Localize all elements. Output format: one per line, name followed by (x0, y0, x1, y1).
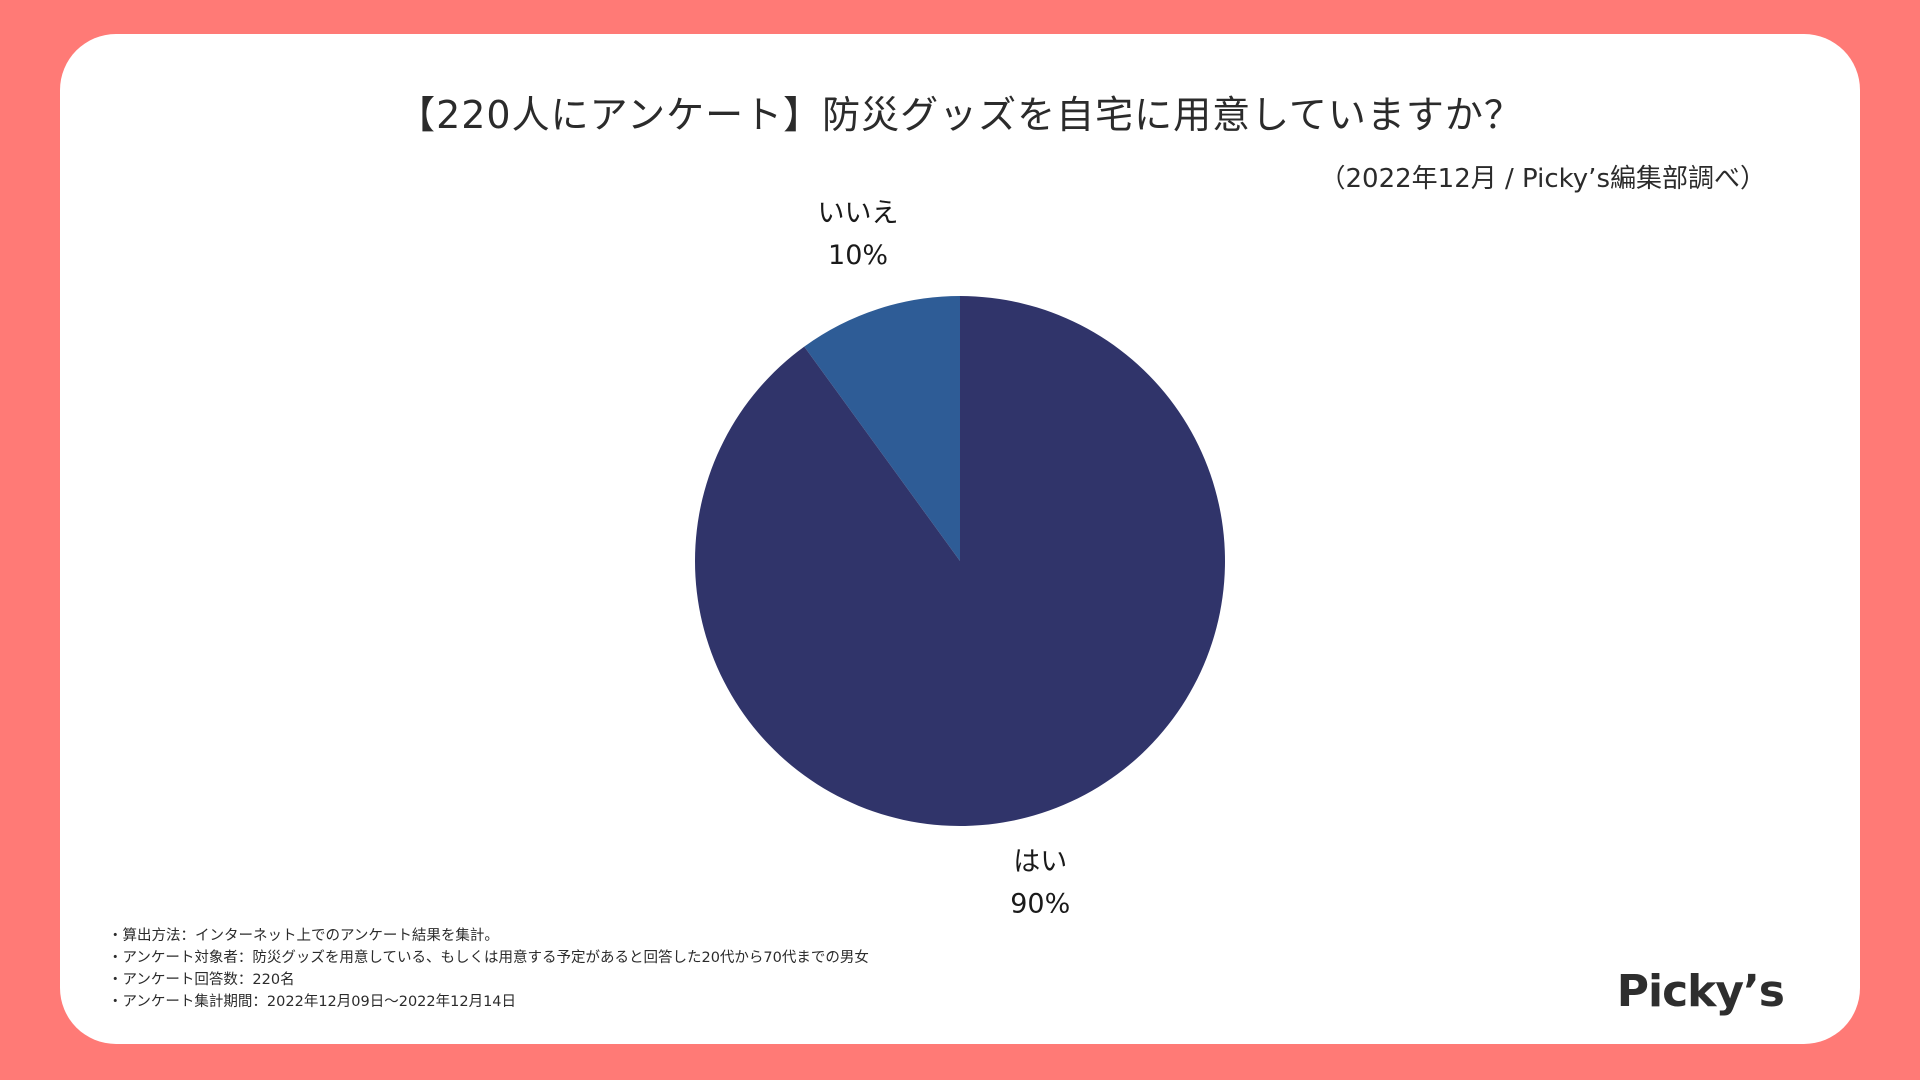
pie-slice-1 (695, 296, 1226, 826)
note-target: ・アンケート対象者：防災グッズを用意している、もしくは用意する予定があると回答し… (108, 950, 869, 966)
slice-label-1: はい (1013, 846, 1067, 877)
note-period: ・アンケート集計期間：2022年12月09日～2022年12月14日 (108, 994, 517, 1010)
slice-value-label-0: 10% (828, 240, 888, 271)
note-method: ・算出方法：インターネット上でのアンケート結果を集計。 (108, 928, 499, 944)
pie-slice-0 (804, 296, 960, 561)
slice-value-label-1: 90% (1010, 888, 1070, 919)
chart-title: 【220人にアンケート】防災グッズを自宅に用意していますか？ (397, 93, 1523, 137)
source-note: （2022年12月 / Picky’s編集部調べ） (1319, 164, 1767, 194)
note-count: ・アンケート回答数：220名 (108, 972, 295, 988)
survey-notes: ・算出方法：インターネット上でのアンケート結果を集計。 ・アンケート対象者：防災… (108, 925, 869, 1013)
slice-label-0: いいえ (818, 198, 899, 229)
pie-labels: いいえ 10% はい 90% (818, 198, 1071, 919)
pie-slices (695, 296, 1226, 826)
pickys-logo: Picky’s (1616, 966, 1785, 1017)
